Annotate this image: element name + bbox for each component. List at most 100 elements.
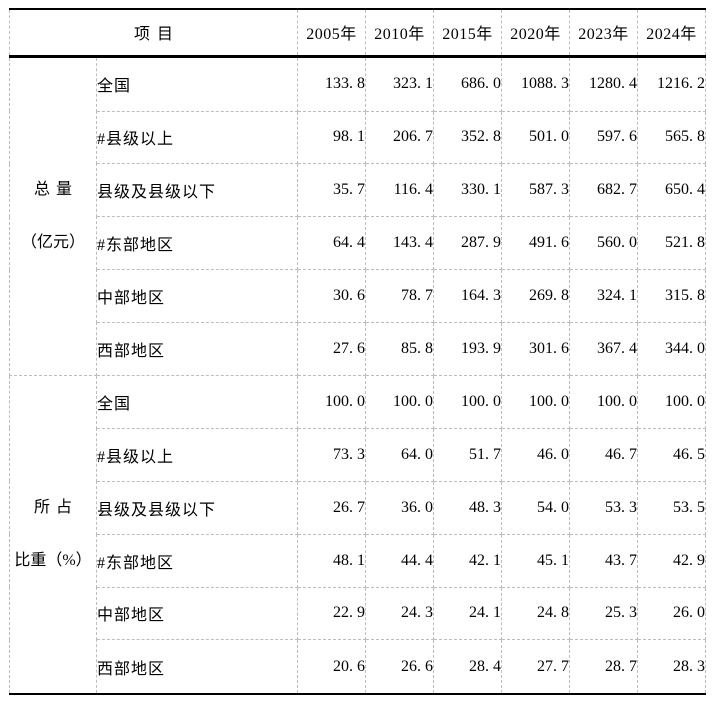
value-cell: 53. 5 (637, 480, 707, 535)
value-cell: 682. 7 (569, 163, 639, 218)
value-cell: 367. 4 (569, 322, 639, 376)
value-cell: 1088. 3 (501, 55, 571, 112)
value-cell: 98. 1 (297, 110, 367, 165)
row-label: 中部地区 (95, 586, 299, 641)
value-cell: 46. 5 (637, 427, 707, 482)
table-row: 中部地区 22. 9 24. 3 24. 1 24. 8 25. 3 26. 0 (10, 586, 707, 641)
value-cell: 44. 4 (365, 533, 435, 588)
value-cell: 301. 6 (501, 322, 571, 376)
value-cell: 344. 0 (637, 322, 707, 376)
row-group-label-line: （亿元） (20, 234, 85, 252)
table-row: 总量 （亿元） 全国 133. 8 323. 1 686. 0 1088. 3 1280. 4… (9, 55, 707, 376)
column-header-year-3: 2015年 (433, 9, 503, 58)
value-cell: 46. 7 (569, 427, 639, 482)
value-cell: 324. 1 (569, 269, 639, 324)
value-cell: 1280. 4 (569, 55, 639, 112)
table-row: #东部地区 48. 1 44. 4 42. 1 45. 1 43. 7 42. 9 (10, 533, 707, 588)
value-cell: 45. 1 (501, 533, 571, 588)
value-cell: 78. 7 (365, 269, 435, 324)
value-cell: 42. 9 (637, 533, 707, 588)
value-cell: 28. 4 (433, 639, 503, 695)
value-cell: 491. 6 (501, 216, 571, 271)
value-cell: 26. 0 (637, 586, 707, 641)
table-row: #县级以上 73. 3 64. 0 51. 7 46. 0 46. 7 46. 5 (10, 427, 707, 482)
column-header-year-5: 2023年 (569, 9, 639, 58)
value-cell: 100. 0 (365, 374, 435, 429)
value-cell: 100. 0 (297, 374, 367, 429)
value-cell: 100. 0 (569, 374, 639, 429)
value-cell: 1216. 2 (637, 55, 707, 112)
value-cell: 24. 1 (433, 586, 503, 641)
row-group-label-line: 所占 (33, 499, 78, 517)
table-row: 中部地区 30. 6 78. 7 164. 3 269. 8 324. 1 315. 8 (10, 269, 707, 324)
value-cell: 164. 3 (433, 269, 503, 324)
value-cell: 501. 0 (501, 110, 571, 165)
value-cell: 323. 1 (365, 55, 435, 112)
value-cell: 116. 4 (365, 163, 435, 218)
value-cell: 100. 0 (637, 374, 707, 429)
row-label: #县级以上 (95, 110, 299, 165)
value-cell: 330. 1 (433, 163, 503, 218)
statistics-table: 项目 2005年 2010年 2015年 2020年 2023年 2024年 总量 （亿元） 全… (8, 8, 707, 695)
table-row: 西部地区 27. 6 85. 8 193. 9 301. 6 367. 4 344. 0 (10, 322, 707, 376)
value-cell: 85. 8 (365, 322, 435, 376)
value-cell: 560. 0 (569, 216, 639, 271)
value-cell: 352. 8 (433, 110, 503, 165)
column-header-item: 项目 (8, 9, 299, 58)
row-label: #东部地区 (95, 216, 299, 271)
value-cell: 565. 8 (637, 110, 707, 165)
value-cell: 315. 8 (637, 269, 707, 324)
value-cell: 48. 3 (433, 480, 503, 535)
value-cell: 287. 9 (433, 216, 503, 271)
value-cell: 64. 0 (365, 427, 435, 482)
value-cell: 35. 7 (297, 163, 367, 218)
row-group-header: 所占比重（%） (9, 374, 97, 695)
value-cell: 20. 6 (297, 639, 367, 695)
value-cell: 193. 9 (433, 322, 503, 376)
column-header-year-1: 2005年 (297, 9, 367, 58)
table-row: #县级以上 98. 1 206. 7 352. 8 501. 0 597. 6 565. 8 (10, 110, 707, 165)
value-cell: 53. 3 (569, 480, 639, 535)
value-cell: 24. 8 (501, 586, 571, 641)
column-header-year-6: 2024年 (637, 9, 707, 58)
table-row: #东部地区 64. 4 143. 4 287. 9 491. 6 560. 0 521. 8 (10, 216, 707, 271)
value-cell: 650. 4 (637, 163, 707, 218)
row-group-header: 总量 （亿元） (9, 55, 97, 376)
value-cell: 133. 8 (297, 55, 367, 112)
row-label: 县级及县级以下 (95, 480, 299, 535)
row-group-label-line: 总量 (33, 181, 78, 199)
row-label: 中部地区 (95, 269, 299, 324)
value-cell: 597. 6 (569, 110, 639, 165)
value-cell: 26. 6 (365, 639, 435, 695)
row-label: 西部地区 (95, 322, 299, 376)
value-cell: 25. 3 (569, 586, 639, 641)
value-cell: 73. 3 (297, 427, 367, 482)
value-cell: 100. 0 (433, 374, 503, 429)
value-cell: 206. 7 (365, 110, 435, 165)
value-cell: 36. 0 (365, 480, 435, 535)
table-row: 县级及县级以下 35. 7 116. 4 330. 1 587. 3 682. 7 650.… (10, 163, 707, 218)
value-cell: 100. 0 (501, 374, 571, 429)
value-cell: 42. 1 (433, 533, 503, 588)
row-label: 县级及县级以下 (95, 163, 299, 218)
value-cell: 22. 9 (297, 586, 367, 641)
row-label: #东部地区 (95, 533, 299, 588)
column-header-year-2: 2010年 (365, 9, 435, 58)
value-cell: 30. 6 (297, 269, 367, 324)
table-row: 县级及县级以下 26. 7 36. 0 48. 3 54. 0 53. 3 53. 5 (10, 480, 707, 535)
value-cell: 24. 3 (365, 586, 435, 641)
row-group-label-line: 比重（%） (14, 552, 92, 570)
value-cell: 28. 7 (569, 639, 639, 695)
row-label: #县级以上 (95, 427, 299, 482)
row-label: 全国 (95, 55, 299, 112)
value-cell: 143. 4 (365, 216, 435, 271)
table-row: 西部地区 20. 6 26. 6 28. 4 27. 7 28. 7 28. 3 (10, 639, 707, 695)
header-row: 项目 2005年 2010年 2015年 2020年 2023年 2024年 (8, 9, 707, 58)
column-header-year-4: 2020年 (501, 9, 571, 58)
value-cell: 51. 7 (433, 427, 503, 482)
row-label: 全国 (95, 374, 299, 429)
value-cell: 43. 7 (569, 533, 639, 588)
value-cell: 64. 4 (297, 216, 367, 271)
